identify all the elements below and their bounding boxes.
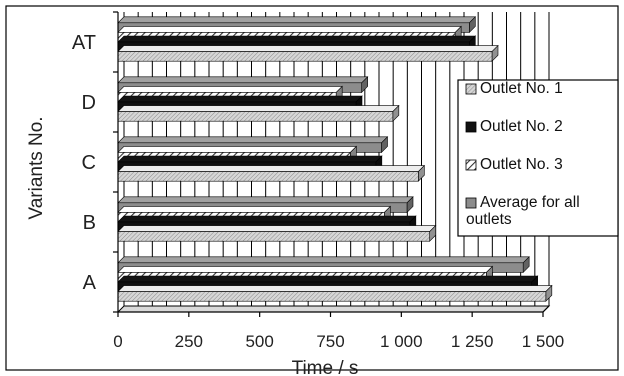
x-tick-label: 500 bbox=[245, 332, 273, 351]
bars bbox=[117, 16, 553, 302]
y-axis-title: Variants No. bbox=[26, 116, 47, 219]
bar-top bbox=[117, 266, 494, 273]
legend-swatch bbox=[465, 121, 477, 133]
category-label: C bbox=[82, 152, 96, 174]
bar bbox=[117, 44, 499, 62]
x-tick-label: 1 500 bbox=[522, 332, 565, 351]
category-label: A bbox=[83, 272, 97, 294]
bar-top bbox=[117, 136, 389, 144]
bar bbox=[117, 104, 400, 122]
bar-front bbox=[117, 291, 547, 302]
bar-front bbox=[117, 231, 430, 242]
legend-box bbox=[457, 79, 619, 237]
bar-top bbox=[117, 105, 400, 112]
chart-floor bbox=[116, 305, 551, 313]
bar-top bbox=[117, 256, 530, 264]
legend-swatch bbox=[465, 159, 477, 171]
bar-top bbox=[117, 206, 392, 213]
bar-top bbox=[117, 86, 343, 93]
x-tick-label: 750 bbox=[316, 332, 344, 351]
category-label: B bbox=[83, 212, 96, 234]
bar-top bbox=[117, 155, 383, 163]
bar-top bbox=[117, 165, 426, 172]
bar bbox=[117, 164, 426, 182]
bar-top bbox=[117, 285, 553, 292]
legend-item: Outlet No. 1 bbox=[465, 80, 563, 97]
bar bbox=[117, 284, 553, 302]
legend-swatch bbox=[465, 83, 477, 95]
category-labels: A B C D AT bbox=[72, 32, 97, 294]
bar-front bbox=[117, 51, 493, 62]
bar bbox=[117, 224, 437, 242]
legend-swatch bbox=[465, 197, 477, 209]
bar-top bbox=[117, 26, 462, 33]
legend: Outlet No. 1 Outlet No. 2 Outlet No. 3 Aver… bbox=[457, 79, 619, 237]
floor-plane bbox=[116, 305, 551, 313]
bar-top bbox=[117, 146, 358, 153]
bar-front bbox=[117, 171, 419, 182]
bar-top bbox=[117, 45, 499, 52]
legend-label: Average for all bbox=[480, 194, 580, 211]
bar-top bbox=[117, 215, 417, 223]
x-tick-label: 1 000 bbox=[380, 332, 423, 351]
bar-front bbox=[117, 111, 394, 122]
category-label: D bbox=[82, 92, 96, 114]
bar-top bbox=[117, 196, 414, 204]
bar-top bbox=[117, 16, 477, 24]
legend-label: Outlet No. 3 bbox=[480, 156, 563, 173]
legend-label: outlets bbox=[466, 211, 512, 228]
x-tick-label: 250 bbox=[175, 332, 203, 351]
bar-top bbox=[117, 225, 437, 232]
legend-item: Outlet No. 2 bbox=[465, 118, 563, 135]
axis-depth-line bbox=[542, 305, 550, 313]
x-tick-label: 0 bbox=[113, 332, 122, 351]
legend-label: Outlet No. 2 bbox=[480, 118, 563, 135]
bar-top bbox=[117, 76, 369, 84]
axes bbox=[113, 11, 550, 317]
legend-label: Outlet No. 1 bbox=[480, 80, 563, 97]
bar-top bbox=[117, 35, 477, 43]
bar-top bbox=[117, 95, 363, 103]
bar-top bbox=[117, 275, 539, 283]
x-axis-title: Time / s bbox=[292, 358, 359, 376]
x-tick-labels: 0 250 500 750 1 000 1 250 1 500 bbox=[113, 332, 564, 351]
category-label: AT bbox=[72, 32, 96, 54]
x-tick-label: 1 250 bbox=[451, 332, 494, 351]
legend-item: Outlet No. 3 bbox=[465, 156, 563, 173]
